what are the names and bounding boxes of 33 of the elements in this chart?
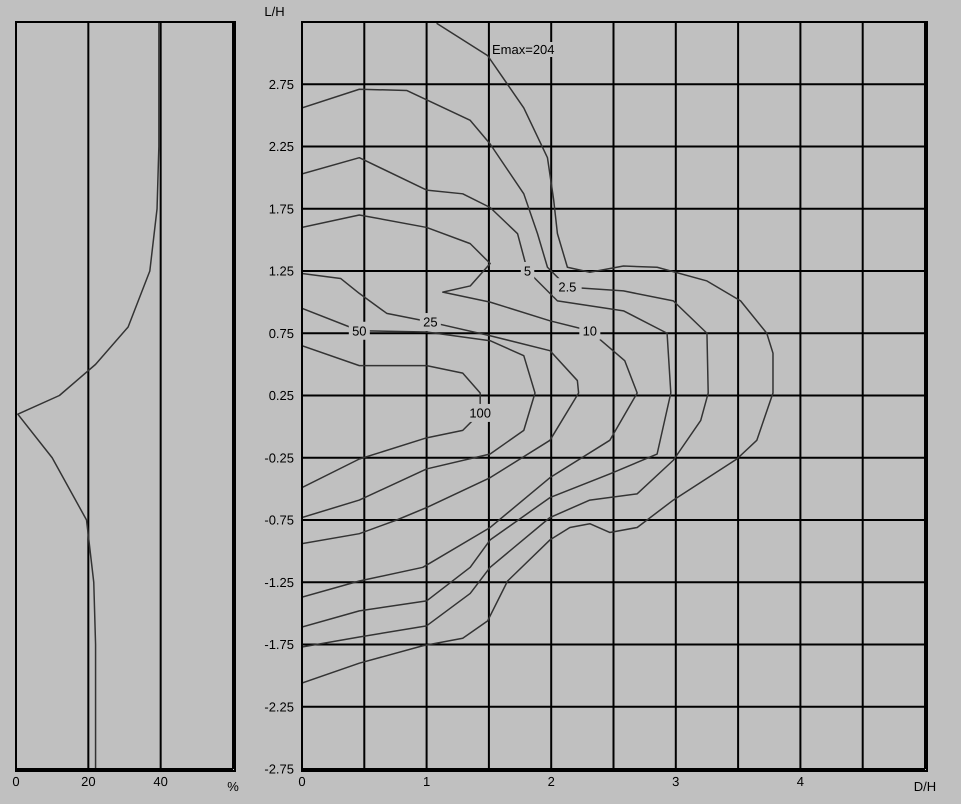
y-tick-label: -0.25 <box>264 450 294 466</box>
x-tick-label: 2 <box>548 774 555 790</box>
y-tick-label: 1.25 <box>268 264 294 279</box>
y-tick-label: -2.25 <box>264 699 294 714</box>
x-tick-label: 0 <box>12 774 20 790</box>
y-tick-label: 1.75 <box>268 201 294 216</box>
y-axis-title: L/H <box>263 4 286 19</box>
y-tick-label: 0.75 <box>268 326 294 341</box>
y-tick-label: 2.75 <box>268 76 294 92</box>
x-tick-label: 0 <box>298 774 306 790</box>
line-series <box>302 88 709 648</box>
line-series <box>302 156 672 628</box>
x-axis-title: % <box>226 779 240 794</box>
line-series <box>302 214 638 598</box>
series-label: 25 <box>423 314 438 330</box>
y-tick-label: -1.75 <box>264 637 294 652</box>
line-series <box>302 308 536 518</box>
y-tick-label: 0.25 <box>268 388 294 404</box>
series-label: 10 <box>582 323 598 338</box>
y-tick-label: -1.25 <box>264 574 294 590</box>
x-tick-label: 4 <box>796 774 804 790</box>
x-axis-title: D/H <box>912 779 938 794</box>
x-tick-label: 40 <box>153 774 168 790</box>
series-label: 5 <box>524 264 532 278</box>
x-tick-label: 3 <box>672 774 680 790</box>
line-series <box>302 22 774 684</box>
series-label: 50 <box>352 323 367 338</box>
y-tick-label: -0.75 <box>264 512 294 528</box>
x-tick-label: 20 <box>81 774 96 790</box>
y-tick-label: 2.25 <box>268 139 294 154</box>
y-tick-label: -2.75 <box>264 762 294 777</box>
x-tick-label: 1 <box>422 774 430 790</box>
annotation: Emax=204 <box>490 42 557 57</box>
